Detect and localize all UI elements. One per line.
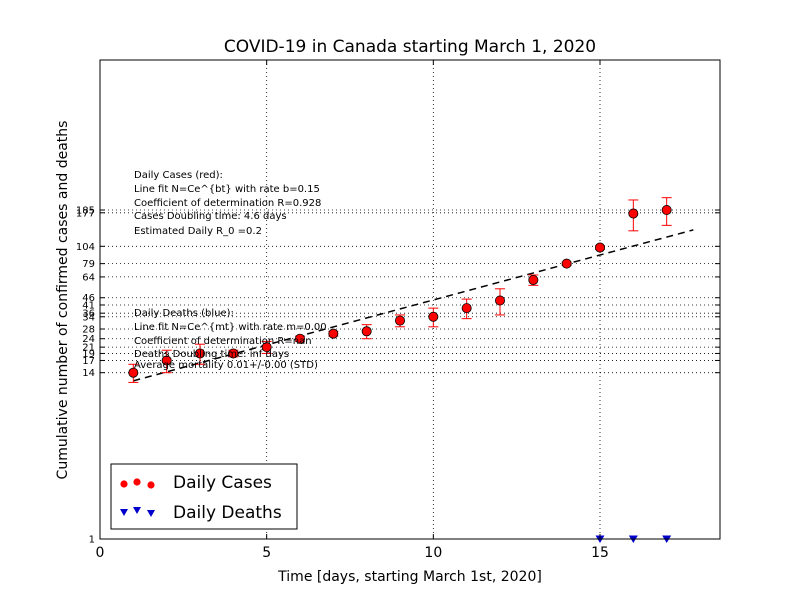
y-tick-label-8: 36 [82, 309, 95, 320]
cases-point-10 [461, 303, 472, 314]
cases-point-5 [294, 333, 305, 344]
y-tick-label-2: 17 [82, 356, 95, 367]
cases-annotation-line-1: Daily Cases (red): [134, 170, 223, 181]
cases-annotation-line-4: Cases Doubling time: 4.6 days [134, 211, 287, 222]
cases-point-0 [128, 367, 139, 378]
cases-annotation-line-3: Coefficient of determination R=0.928 [134, 198, 321, 209]
cases-point-3 [228, 348, 239, 359]
x-tick-label-0: 0 [96, 545, 105, 561]
cases-point-2 [194, 348, 205, 359]
cases-point-9 [428, 311, 439, 322]
cases-point-15 [628, 208, 639, 219]
y-tick-label-1: 14 [82, 368, 95, 379]
cases-point-16 [661, 205, 672, 216]
cases-fit-line [133, 229, 694, 382]
legend: Daily Cases Daily Deaths [110, 463, 298, 530]
x-axis-label: Time [days, starting March 1st, 2020] [277, 569, 542, 585]
deaths-annotation-line-3: Coefficient of determination R=nan [134, 336, 312, 347]
grid-lines [100, 60, 720, 539]
cases-point-14 [595, 242, 606, 253]
y-tick-label-5: 24 [82, 334, 95, 345]
legend-deaths-label: Daily Deaths [173, 503, 282, 523]
y-tick-label-0: 1 [89, 535, 95, 546]
y-tick-label-15: 185 [76, 206, 95, 217]
y-tick-label-13: 104 [76, 242, 95, 253]
y-tick-label-4: 21 [82, 343, 95, 354]
deaths-annotation-line-1: Daily Deaths (blue): [134, 308, 234, 319]
x-tick-label-3: 15 [591, 545, 609, 561]
cases-point-11 [494, 295, 505, 306]
cases-point-8 [394, 315, 405, 326]
y-tick-label-11: 64 [82, 272, 95, 283]
legend-cases-marker [120, 478, 155, 489]
y-tick-label-14: 177 [76, 208, 95, 219]
y-tick-label-6: 28 [82, 325, 95, 336]
cases-point-1 [161, 355, 172, 366]
deaths-annotation-line-4: Deaths Doubling time: inf days [134, 349, 289, 360]
legend-cases-label: Daily Cases [173, 473, 272, 493]
x-tick-label-1: 5 [262, 545, 271, 561]
deaths-annotation-line-5: Average mortality 0.01+/-0.00 (STD) [134, 360, 318, 371]
deaths-annotation: Daily Deaths (blue): Line fit N=Ce^{mt} … [134, 308, 327, 371]
cases-annotation: Daily Cases (red): Line fit N=Ce^{bt} wi… [134, 170, 321, 237]
y-tick-label-7: 34 [82, 312, 95, 323]
legend-deaths-marker [120, 507, 155, 517]
fit-line [133, 229, 694, 382]
cases-point-4 [261, 342, 272, 353]
data-points [128, 205, 672, 543]
chart-title: COVID-19 in Canada starting March 1, 202… [224, 37, 596, 57]
cases-annotation-line-5: Estimated Daily R_0 =0.2 [134, 226, 262, 237]
x-tick-label-2: 10 [424, 545, 442, 561]
legend-box [110, 463, 298, 530]
cases-point-6 [328, 328, 339, 339]
y-axis-label: Cumulative number of confirmed cases and… [55, 121, 71, 480]
cases-annotation-line-2: Line fit N=Ce^{bt} with rate b=0.15 [134, 184, 320, 195]
y-tick-label-12: 79 [82, 259, 95, 270]
cases-point-12 [528, 274, 539, 285]
y-tick-label-9: 41 [82, 300, 95, 311]
deaths-annotation-line-2: Line fit N=Ce^{mt} with rate m=0.00 [134, 322, 327, 333]
x-axis-ticks: 0 5 10 15 [96, 60, 609, 561]
cases-point-7 [361, 326, 372, 337]
plot-frame [99, 59, 721, 540]
y-tick-label-3: 19 [82, 349, 95, 360]
cases-point-13 [561, 258, 572, 269]
y-tick-label-10: 46 [82, 293, 95, 304]
